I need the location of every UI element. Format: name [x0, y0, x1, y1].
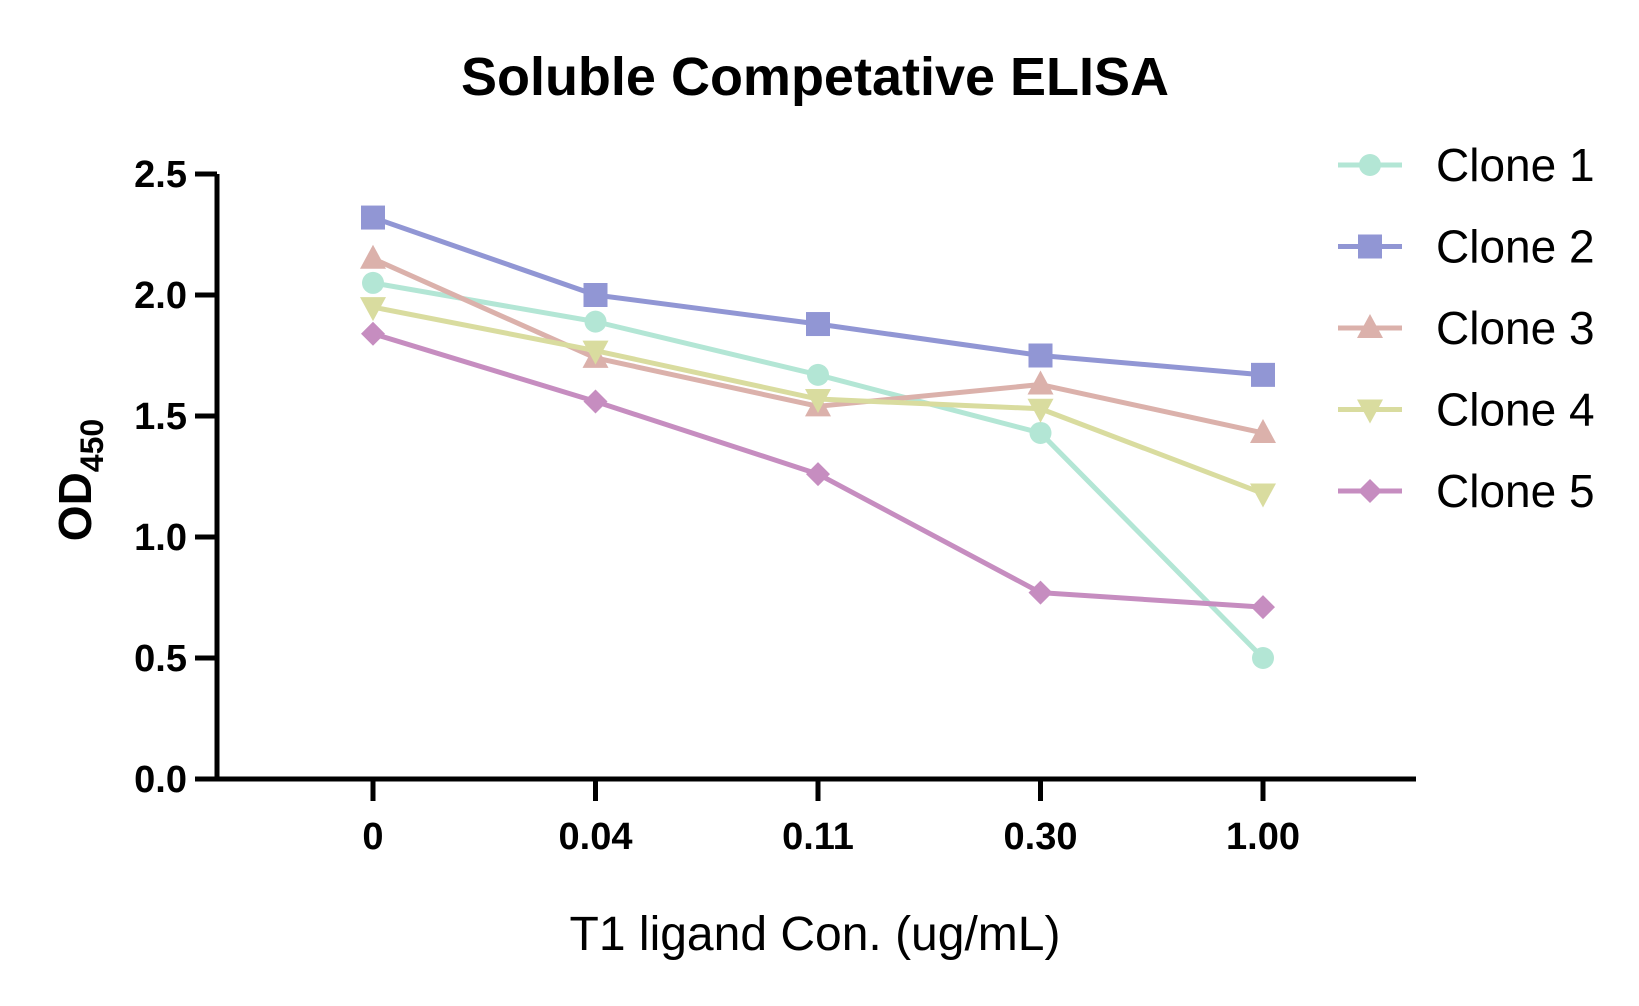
- x-tick-label: 0.30: [1004, 816, 1078, 858]
- series-clone-4: [360, 297, 1276, 508]
- x-tick-label: 1.00: [1226, 816, 1300, 858]
- legend-marker: [1358, 479, 1382, 503]
- axes: 0.0 0.5 1.0 1.5 2.0 2.5 0 0.04 0.11 0.30 1.00: [134, 154, 1416, 858]
- data-point: [1251, 595, 1275, 620]
- series-line: [372, 215, 1264, 378]
- legend-marker: [1357, 399, 1383, 424]
- data-point: [1250, 418, 1276, 443]
- x-tick-label: 0: [362, 816, 383, 858]
- legend-item: Clone 5: [1338, 465, 1595, 517]
- data-point: [584, 310, 607, 333]
- data-point: [1251, 362, 1275, 387]
- data-point: [806, 312, 830, 337]
- data-point: [805, 389, 831, 414]
- legend-label: Clone 4: [1436, 384, 1595, 436]
- y-tick-label: 1.5: [134, 396, 187, 438]
- data-point: [1250, 483, 1276, 508]
- legend-label: Clone 2: [1436, 221, 1595, 273]
- data-point: [361, 321, 385, 346]
- series-clone-5: [361, 321, 1275, 620]
- data-point: [583, 389, 608, 414]
- legend-item: Clone 2: [1338, 221, 1595, 273]
- legend-item: Clone 1: [1338, 139, 1595, 191]
- data-point: [582, 340, 609, 365]
- data-point: [360, 244, 386, 269]
- legend-marker: [1357, 314, 1383, 338]
- chart-title: Soluble Competative ELISA: [461, 47, 1169, 107]
- data-point: [1029, 421, 1052, 444]
- x-axis-label: T1 ligand Con. (ug/mL): [570, 908, 1061, 961]
- data-point: [1028, 343, 1053, 368]
- data-point: [807, 363, 829, 386]
- series-layer: [360, 205, 1276, 669]
- y-axis-label-main: OD: [49, 472, 101, 541]
- legend-label: Clone 5: [1436, 465, 1595, 517]
- data-point: [360, 297, 386, 322]
- series-clone-1: [362, 271, 1274, 669]
- data-point: [1027, 398, 1054, 423]
- data-point: [361, 205, 385, 230]
- data-point: [1027, 370, 1054, 395]
- series-clone-2: [361, 205, 1275, 387]
- series-clone-3: [360, 244, 1276, 443]
- y-tick-label: 2.5: [134, 154, 187, 196]
- data-point: [806, 462, 830, 487]
- data-point: [362, 271, 384, 294]
- y-tick-label: 0.5: [134, 638, 187, 680]
- data-point: [583, 283, 608, 307]
- y-tick-label: 2.0: [134, 275, 187, 317]
- legend: Clone 1 Clone 2 Clone 3 Clone 4 Clone 5: [1338, 139, 1595, 517]
- y-tick-label: 1.0: [134, 517, 187, 559]
- legend-marker: [1358, 234, 1382, 259]
- legend-item: Clone 4: [1338, 384, 1595, 436]
- legend-marker: [1359, 154, 1381, 176]
- data-point: [1252, 647, 1274, 669]
- legend-item: Clone 3: [1338, 302, 1595, 354]
- y-tick-label: 0.0: [134, 759, 187, 801]
- x-tick-label: 0.04: [559, 816, 633, 858]
- y-axis-label-subscript: 450: [74, 419, 110, 472]
- y-axis-label: OD450: [49, 419, 110, 541]
- legend-label: Clone 3: [1436, 302, 1595, 354]
- legend-label: Clone 1: [1436, 139, 1595, 191]
- x-tick-label: 0.11: [782, 816, 854, 858]
- data-point: [1028, 580, 1053, 605]
